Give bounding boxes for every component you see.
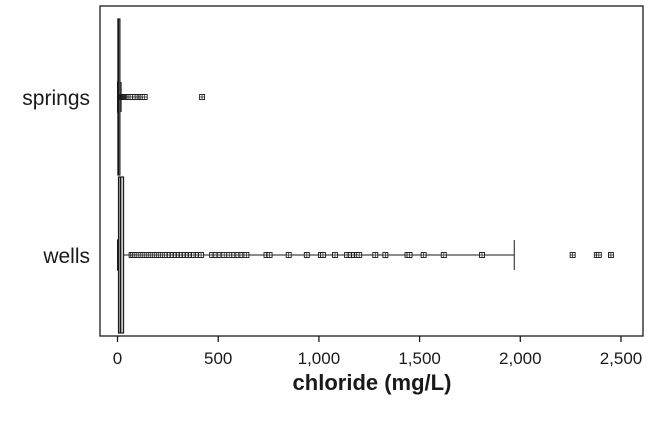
wells-outlier-29 [198,252,205,258]
outliers-layer [118,94,614,258]
wells-outlier-41 [285,252,292,258]
wells-outlier-33 [221,252,228,258]
x-axis-tick-labels: 0 500 1,000 1,500 2,000 2,500 [113,349,643,368]
category-label-springs: springs [22,87,90,110]
category-label-wells: wells [42,245,90,268]
x-tick-label-0: 0 [113,349,122,368]
wells-outlier-56 [440,252,447,258]
wells-outlier-57 [479,252,485,258]
wells-outlier-61 [607,252,614,258]
plot-frame [99,5,644,337]
wells-outlier-50 [356,252,363,258]
x-tick-label-1: 500 [204,349,232,368]
wells-outlier-58 [569,252,576,258]
x-tick-label-4: 2,000 [499,349,542,368]
wells-outlier-40 [266,252,273,258]
springs-outlier-18 [141,94,148,100]
x-axis-ticks [116,336,622,342]
wells-outlier-34 [226,252,233,258]
wells-outlier-38 [243,252,250,258]
x-tick-label-5: 2,500 [600,349,643,368]
wells-outlier-44 [319,252,326,258]
x-tick-label-3: 1,500 [398,349,441,368]
wells-outlier-51 [372,252,379,258]
wells-outlier-45 [332,252,338,258]
wells-outlier-54 [406,252,413,258]
wells-outlier-55 [420,252,427,258]
x-axis-label: chloride (mg/L) [293,370,452,395]
boxes-layer [117,18,515,334]
wells-outlier-60 [595,252,602,258]
springs-outlier-19 [199,94,206,100]
x-tick-label-2: 1,000 [298,349,341,368]
category-labels: springs wells [22,87,90,268]
wells-outlier-42 [303,252,310,258]
wells-outlier-52 [382,252,389,258]
